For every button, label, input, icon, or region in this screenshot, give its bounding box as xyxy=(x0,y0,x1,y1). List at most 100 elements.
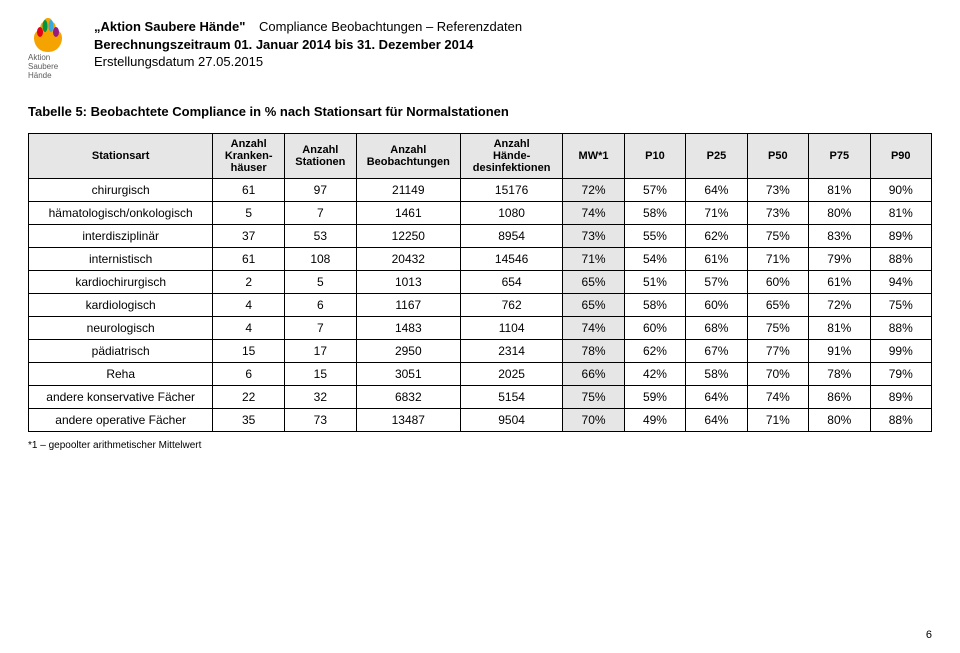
row-label: neurologisch xyxy=(29,317,213,340)
row-label: internistisch xyxy=(29,248,213,271)
cell: 81% xyxy=(870,202,932,225)
table-row: hämatologisch/onkologisch571461108074%58… xyxy=(29,202,932,225)
org-name: „Aktion Saubere Hände" xyxy=(94,19,245,34)
row-label: hämatologisch/onkologisch xyxy=(29,202,213,225)
cell: 62% xyxy=(624,340,685,363)
cell: 73% xyxy=(747,179,808,202)
cell: 99% xyxy=(870,340,932,363)
period-label: Berechnungszeitraum 01. Januar 2014 bis … xyxy=(94,36,522,54)
cell: 9504 xyxy=(460,409,562,432)
cell: 5 xyxy=(285,271,357,294)
cell: 2 xyxy=(213,271,285,294)
cell: 3051 xyxy=(356,363,460,386)
cell: 75% xyxy=(870,294,932,317)
col-header: P75 xyxy=(809,134,870,179)
cell: 80% xyxy=(809,409,870,432)
col-header: AnzahlBeobachtungen xyxy=(356,134,460,179)
cell: 83% xyxy=(809,225,870,248)
cell: 1080 xyxy=(460,202,562,225)
cell: 73% xyxy=(747,202,808,225)
cell: 59% xyxy=(624,386,685,409)
table-caption: Tabelle 5: Beobachtete Compliance in % n… xyxy=(28,104,932,119)
created-label: Erstellungsdatum 27.05.2015 xyxy=(94,53,522,71)
cell: 70% xyxy=(563,409,624,432)
table-row: andere operative Fächer357313487950470%4… xyxy=(29,409,932,432)
col-header: MW*1 xyxy=(563,134,624,179)
cell: 65% xyxy=(563,294,624,317)
cell: 71% xyxy=(747,248,808,271)
header-text: „Aktion Saubere Hände" Compliance Beobac… xyxy=(94,18,522,71)
cell: 7 xyxy=(285,202,357,225)
cell: 88% xyxy=(870,317,932,340)
cell: 74% xyxy=(747,386,808,409)
cell: 73 xyxy=(285,409,357,432)
col-header: AnzahlStationen xyxy=(285,134,357,179)
title-right: Compliance Beobachtungen – Referenzdaten xyxy=(259,19,522,34)
table-row: neurologisch471483110474%60%68%75%81%88% xyxy=(29,317,932,340)
col-header: AnzahlKranken-häuser xyxy=(213,134,285,179)
cell: 12250 xyxy=(356,225,460,248)
hand-icon xyxy=(28,18,68,52)
cell: 6 xyxy=(285,294,357,317)
cell: 75% xyxy=(747,317,808,340)
table-row: kardiologisch46116776265%58%60%65%72%75% xyxy=(29,294,932,317)
table-row: pädiatrisch15172950231478%62%67%77%91%99… xyxy=(29,340,932,363)
cell: 79% xyxy=(809,248,870,271)
cell: 62% xyxy=(686,225,747,248)
cell: 88% xyxy=(870,248,932,271)
logo-line2: Saubere Hände xyxy=(28,63,84,81)
cell: 78% xyxy=(563,340,624,363)
row-label: kardiologisch xyxy=(29,294,213,317)
cell: 61% xyxy=(686,248,747,271)
cell: 70% xyxy=(747,363,808,386)
cell: 73% xyxy=(563,225,624,248)
table-row: internistisch61108204321454671%54%61%71%… xyxy=(29,248,932,271)
cell: 65% xyxy=(747,294,808,317)
cell: 58% xyxy=(624,202,685,225)
table-row: interdisziplinär375312250895473%55%62%75… xyxy=(29,225,932,248)
cell: 72% xyxy=(563,179,624,202)
cell: 60% xyxy=(686,294,747,317)
cell: 15 xyxy=(285,363,357,386)
cell: 74% xyxy=(563,202,624,225)
cell: 64% xyxy=(686,409,747,432)
cell: 13487 xyxy=(356,409,460,432)
cell: 89% xyxy=(870,225,932,248)
cell: 61 xyxy=(213,248,285,271)
cell: 81% xyxy=(809,179,870,202)
row-label: interdisziplinär xyxy=(29,225,213,248)
cell: 4 xyxy=(213,317,285,340)
cell: 71% xyxy=(686,202,747,225)
col-header: P10 xyxy=(624,134,685,179)
logo: Aktion Saubere Hände xyxy=(28,18,84,80)
cell: 49% xyxy=(624,409,685,432)
row-label: pädiatrisch xyxy=(29,340,213,363)
cell: 1104 xyxy=(460,317,562,340)
cell: 5 xyxy=(213,202,285,225)
table-row: Reha6153051202566%42%58%70%78%79% xyxy=(29,363,932,386)
cell: 2950 xyxy=(356,340,460,363)
cell: 762 xyxy=(460,294,562,317)
cell: 67% xyxy=(686,340,747,363)
row-label: Reha xyxy=(29,363,213,386)
cell: 77% xyxy=(747,340,808,363)
row-label: andere operative Fächer xyxy=(29,409,213,432)
page-number: 6 xyxy=(926,629,932,641)
cell: 78% xyxy=(809,363,870,386)
cell: 6 xyxy=(213,363,285,386)
cell: 54% xyxy=(624,248,685,271)
cell: 64% xyxy=(686,386,747,409)
cell: 88% xyxy=(870,409,932,432)
row-label: kardiochirurgisch xyxy=(29,271,213,294)
cell: 91% xyxy=(809,340,870,363)
cell: 71% xyxy=(563,248,624,271)
cell: 81% xyxy=(809,317,870,340)
cell: 21149 xyxy=(356,179,460,202)
cell: 79% xyxy=(870,363,932,386)
cell: 654 xyxy=(460,271,562,294)
cell: 6832 xyxy=(356,386,460,409)
cell: 61 xyxy=(213,179,285,202)
cell: 65% xyxy=(563,271,624,294)
table-row: chirurgisch6197211491517672%57%64%73%81%… xyxy=(29,179,932,202)
row-label: andere konservative Fächer xyxy=(29,386,213,409)
